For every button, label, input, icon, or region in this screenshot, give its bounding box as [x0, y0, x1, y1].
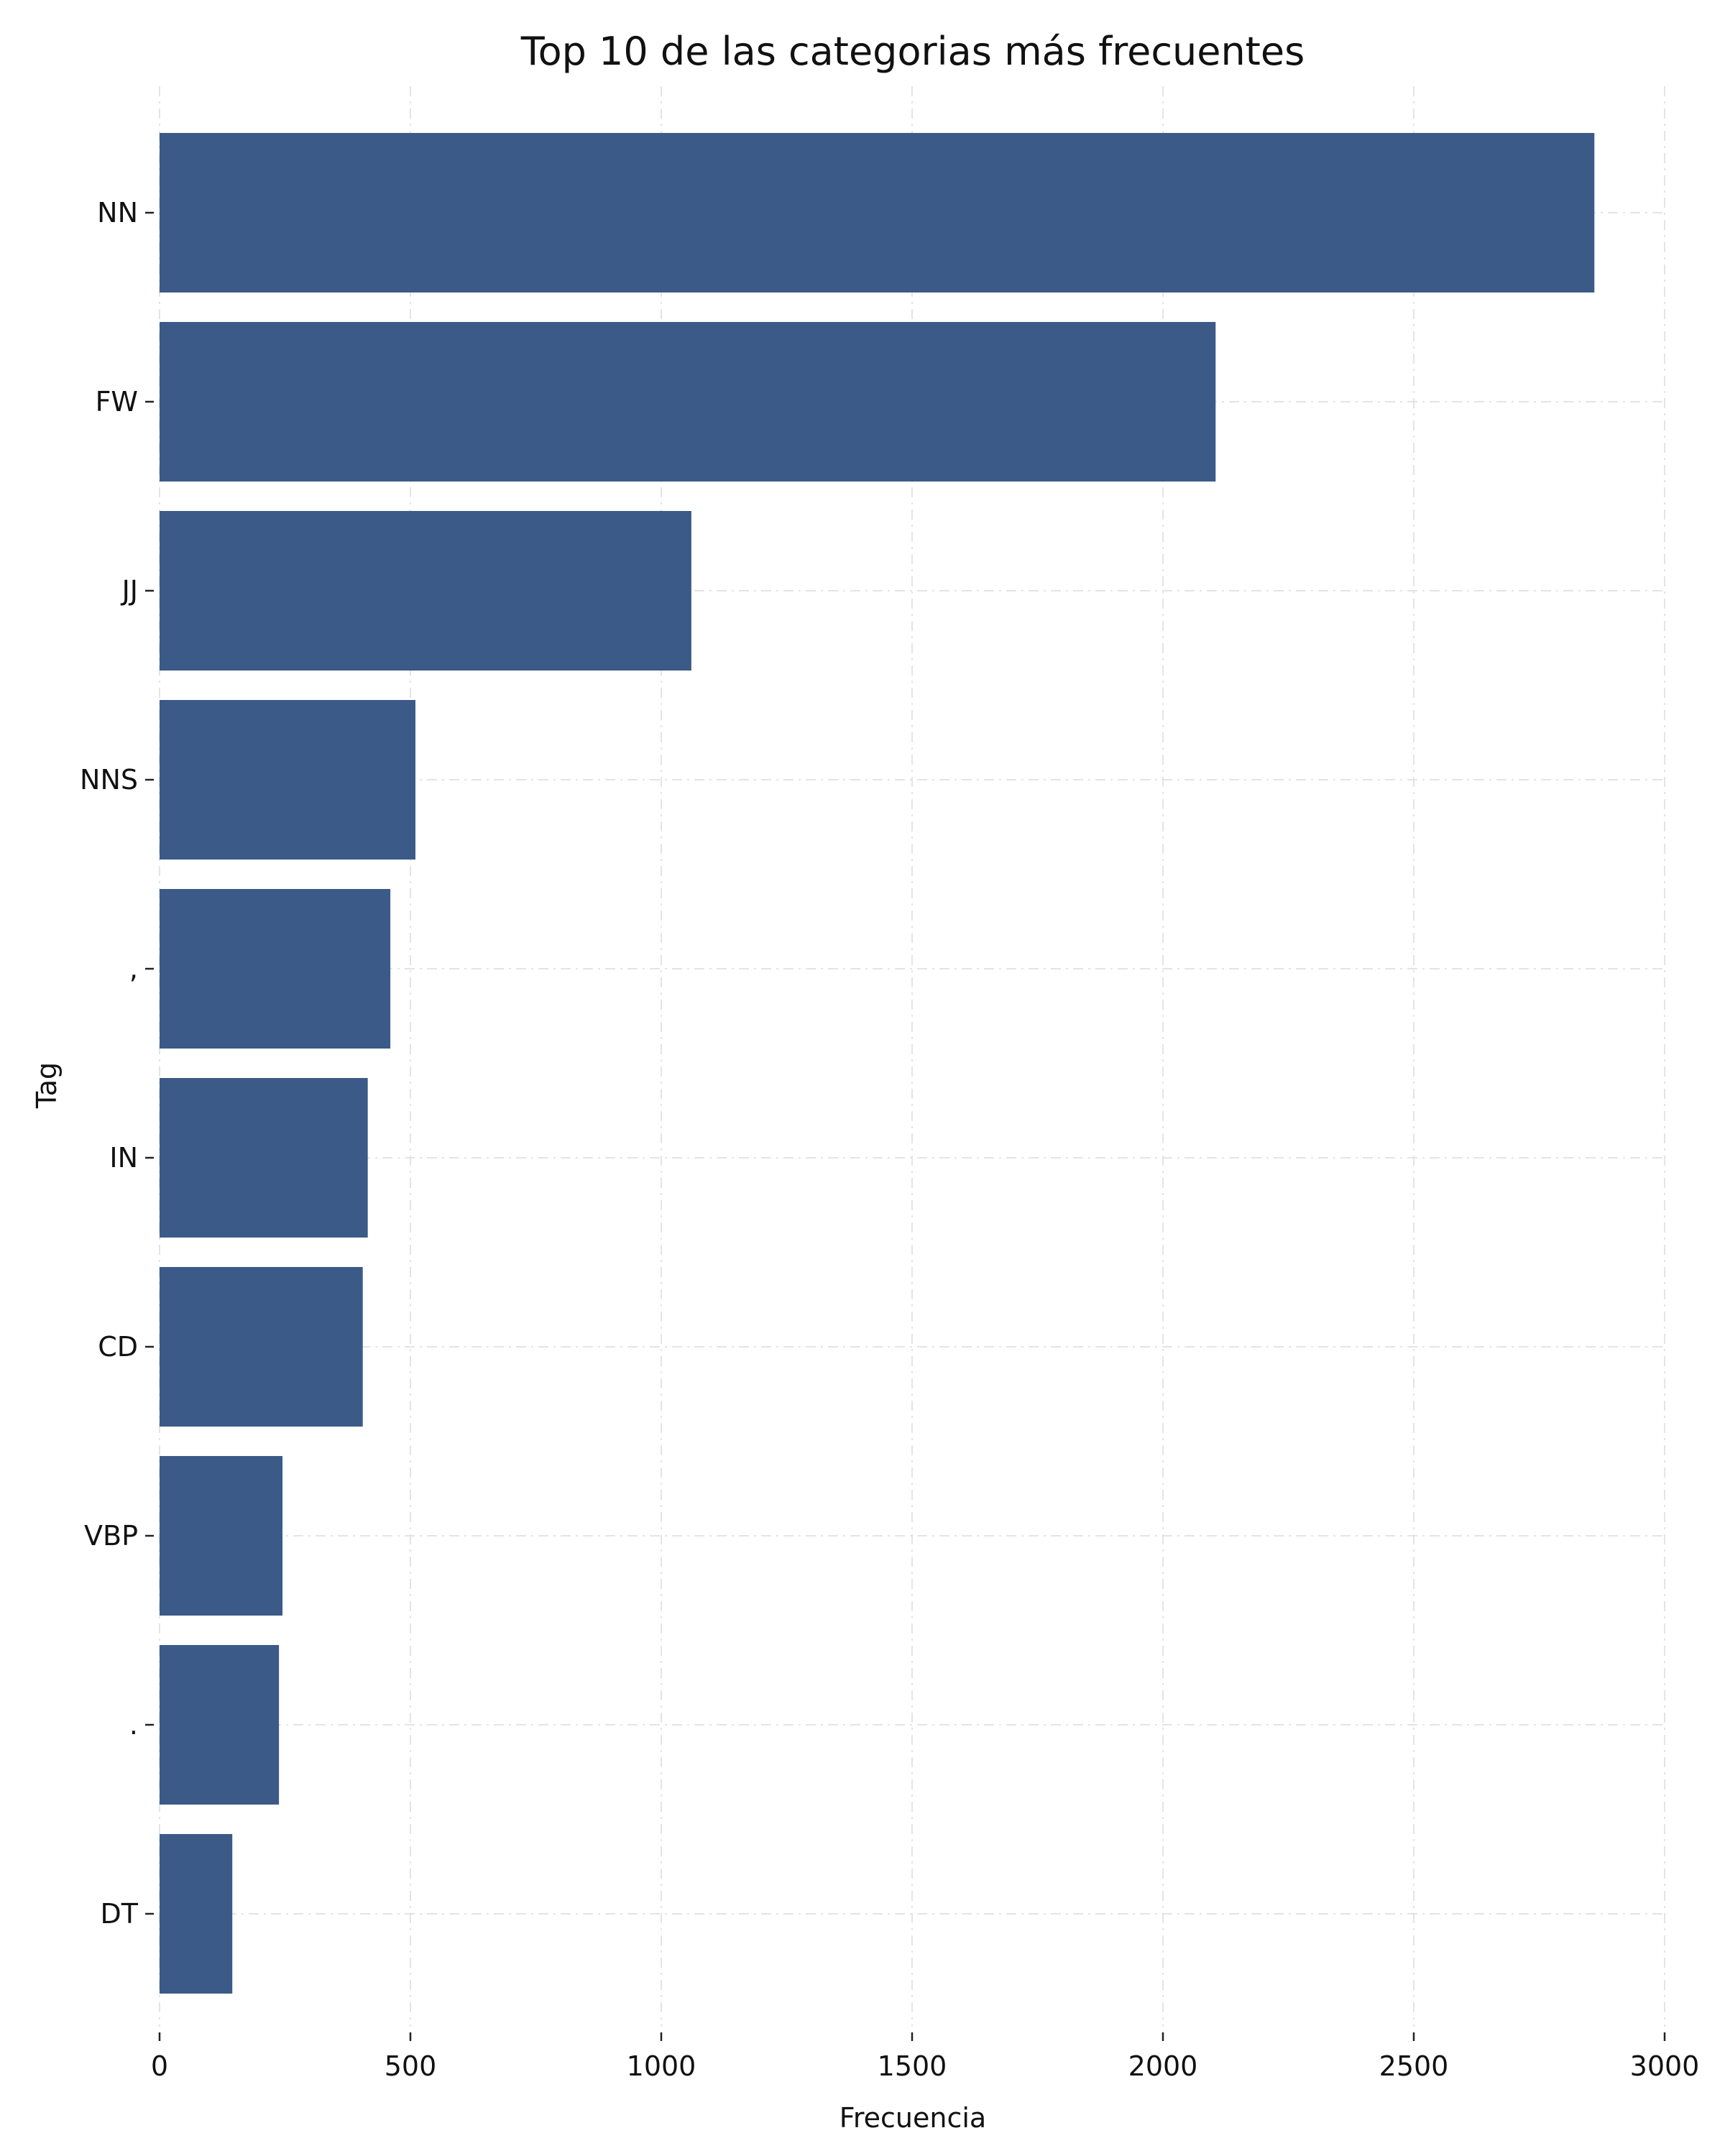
- bar-3: [160, 700, 415, 860]
- y-tick-label: NN: [97, 197, 138, 229]
- bar-1: [160, 322, 1216, 482]
- y-tick-label: JJ: [121, 575, 138, 607]
- y-tick-label: CD: [98, 1331, 138, 1363]
- y-axis: NN FW JJ NNS, IN CD VBP. DT: [80, 197, 154, 1930]
- x-tick-label: 3000: [1630, 2050, 1700, 2082]
- x-axis: 0 500 1000 1500 2000 2500 3000: [151, 2032, 1699, 2082]
- chart-title: Top 10 de las categorias más frecuentes: [520, 29, 1305, 74]
- x-tick-label: 1000: [627, 2050, 696, 2082]
- bars: [160, 133, 1595, 1994]
- bar-0: [160, 133, 1595, 292]
- y-tick-label: NNS: [80, 764, 138, 796]
- bar-2: [160, 511, 691, 671]
- y-tick-label: FW: [96, 386, 138, 418]
- bar-8: [160, 1645, 280, 1805]
- x-tick-label: 2500: [1379, 2050, 1449, 2082]
- bar-7: [160, 1456, 283, 1616]
- x-tick-label: 1500: [878, 2050, 947, 2082]
- bar-6: [160, 1267, 363, 1427]
- x-tick-label: 0: [151, 2050, 168, 2082]
- y-axis-label: Tag: [31, 1062, 63, 1109]
- bar-5: [160, 1078, 368, 1238]
- bar-9: [160, 1834, 233, 1994]
- y-tick-label: IN: [109, 1142, 138, 1174]
- x-tick-label: 2000: [1128, 2050, 1198, 2082]
- y-tick-label: .: [129, 1709, 138, 1741]
- y-tick-label: DT: [101, 1898, 139, 1930]
- bar-4: [160, 889, 391, 1049]
- y-tick-label: VBP: [84, 1520, 138, 1552]
- x-tick-label: 500: [385, 2050, 437, 2082]
- y-tick-label: ,: [129, 953, 138, 985]
- x-axis-label: Frecuencia: [840, 2102, 986, 2134]
